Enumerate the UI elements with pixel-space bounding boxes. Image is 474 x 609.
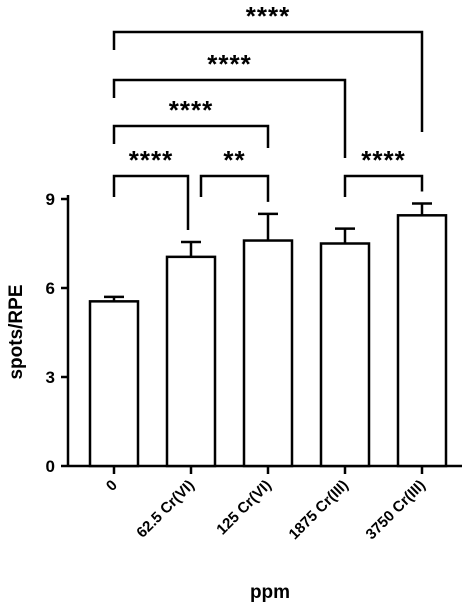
bar (88, 300, 140, 468)
y-ticks-group: 0 3 6 9 (46, 190, 68, 476)
error-bars-group (104, 202, 432, 302)
x-tick-label: 3750 Cr(III) (363, 477, 429, 543)
y-axis-title: spots/RPE (6, 284, 27, 379)
significance-label: **** (246, 1, 290, 31)
y-tick-label: 3 (46, 368, 55, 387)
significance-bracket (112, 124, 270, 148)
significance-bracket (199, 174, 270, 202)
x-tick-label: 1875 Cr(III) (286, 477, 352, 543)
significance-label: **** (361, 145, 405, 175)
significance-bracket (112, 174, 190, 231)
significance-bracket (343, 174, 424, 197)
significance-bracket (112, 78, 347, 158)
y-tick-label: 9 (46, 190, 55, 209)
significance-brackets: **** ** **************** (112, 1, 424, 231)
bar (319, 242, 371, 468)
bars-group (88, 214, 448, 468)
y-tick-label: 6 (46, 279, 55, 298)
x-tick-label: 125 Cr(VI) (213, 477, 275, 539)
significance-label: ** (223, 145, 245, 175)
significance-label: **** (129, 145, 173, 175)
y-tick-label: 0 (46, 457, 55, 476)
bar (396, 214, 448, 468)
x-tick-label: 62.5 Cr(VI) (133, 477, 197, 541)
significance-bracket (112, 30, 424, 132)
x-axis-title: ppm (250, 582, 290, 603)
x-ticks-group: 0 62.5 Cr(VI) 125 Cr(VI) 1875 Cr(III) 3750 C… (103, 466, 429, 543)
bar (242, 239, 294, 468)
x-tick-label: 0 (103, 477, 121, 495)
significance-label: **** (169, 95, 213, 125)
bar (165, 255, 217, 468)
significance-label: **** (207, 49, 251, 79)
